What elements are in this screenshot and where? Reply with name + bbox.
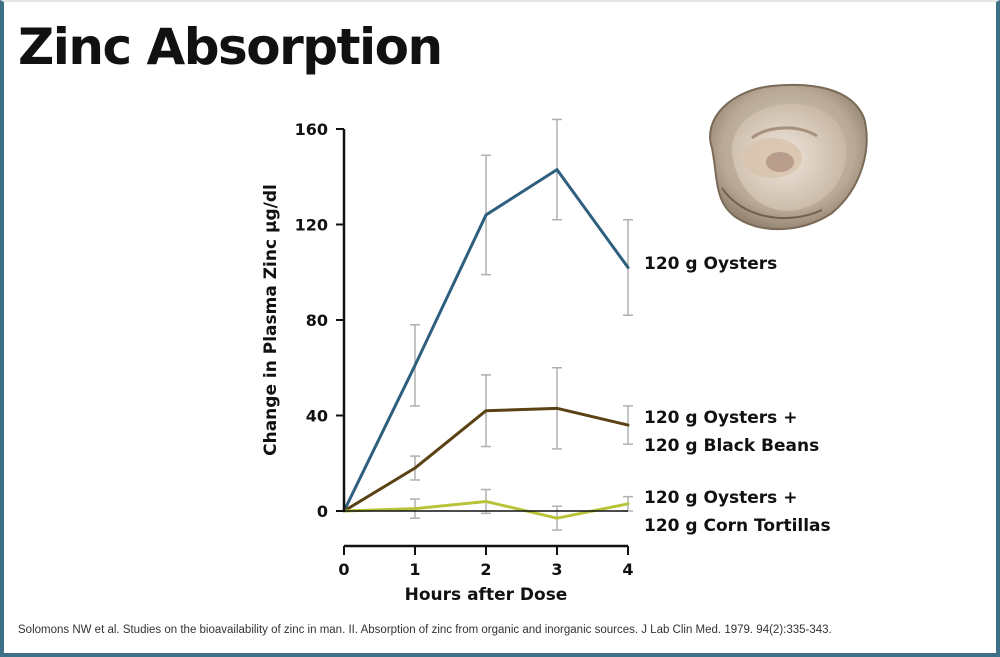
- y-tick-label: 40: [306, 407, 328, 426]
- y-tick-label: 160: [295, 120, 328, 139]
- x-tick-label: 4: [622, 560, 633, 579]
- series-label-line: 120 g Oysters +: [644, 408, 798, 428]
- series-label-line: 120 g Oysters +: [644, 488, 798, 508]
- series-label-line: 120 g Corn Tortillas: [644, 516, 831, 536]
- x-tick-label: 0: [338, 560, 349, 579]
- series-label-oysters-black-beans: 120 g Oysters + 120 g Black Beans: [644, 404, 819, 460]
- series-label-oysters: 120 g Oysters: [644, 250, 777, 278]
- y-axis-label: Change in Plasma Zinc µg/dl: [261, 184, 281, 456]
- series-label-oysters-corn-tortillas: 120 g Oysters + 120 g Corn Tortillas: [644, 484, 831, 540]
- y-tick-label: 80: [306, 311, 328, 330]
- x-tick-label: 1: [409, 560, 420, 579]
- x-tick-label: 3: [551, 560, 562, 579]
- chart-axes: 0 40 80 120 160 0 1 2 3 4 Hours after Dose Change i…: [261, 120, 634, 605]
- error-bars: [410, 118, 633, 531]
- x-tick-label: 2: [480, 560, 491, 579]
- x-axis-label: Hours after Dose: [405, 585, 568, 605]
- slide-title: Zinc Absorption: [18, 18, 443, 76]
- series-label-line: 120 g Oysters: [644, 254, 778, 274]
- y-tick-label: 120: [295, 216, 328, 235]
- series-label-line: 120 g Black Beans: [644, 436, 820, 456]
- oyster-photo-icon: [709, 83, 868, 231]
- series-lines: [342, 168, 630, 520]
- y-tick-label: 0: [317, 502, 328, 521]
- citation-text: Solomons NW et al. Studies on the bioava…: [18, 624, 832, 636]
